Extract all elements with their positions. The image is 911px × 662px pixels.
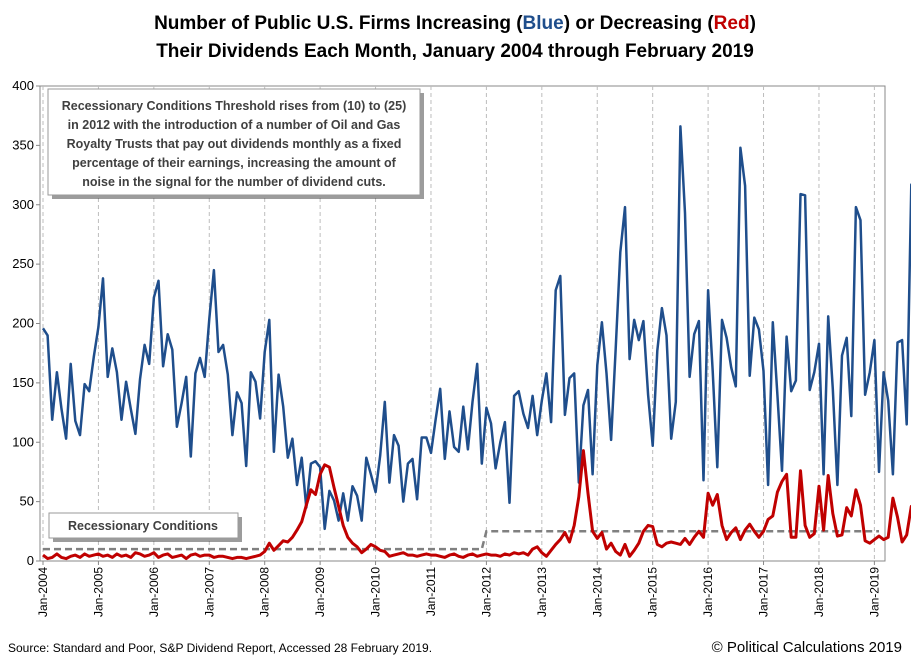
annotation-line-2: in 2012 with the introduction of a numbe… — [68, 118, 401, 132]
y-tick-label: 350 — [12, 137, 34, 152]
x-axis: Jan-2004 Jan-2005 Jan-2006 Jan-2007 Jan-2008… — [36, 561, 881, 617]
y-tick-label: 200 — [12, 316, 34, 331]
annotation-line-5: noise in the signal for the number of di… — [82, 175, 386, 189]
y-tick-label: 150 — [12, 375, 34, 390]
x-tick-label: Jan-2011 — [424, 567, 438, 616]
x-tick-label: Jan-2008 — [258, 567, 272, 617]
y-tick-label: 250 — [12, 256, 34, 271]
x-tick-label: Jan-2012 — [479, 567, 493, 617]
series-increasing-line — [41, 125, 911, 531]
y-tick-label: 400 — [12, 78, 34, 93]
x-tick-label: Jan-2010 — [369, 567, 383, 617]
annotation-line-4: percentage of their earnings, increasing… — [72, 156, 397, 170]
recession-label: Recessionary Conditions — [68, 519, 218, 533]
y-axis: 0 50 100 150 200 250 300 350 400 — [12, 78, 40, 568]
title-red-word: Red — [714, 13, 750, 34]
recession-label-box: Recessionary Conditions — [48, 512, 242, 542]
x-tick-label: Jan-2014 — [590, 567, 604, 617]
x-tick-label: Jan-2017 — [757, 567, 771, 617]
y-tick-label: 300 — [12, 197, 34, 212]
x-tick-label: Jan-2015 — [646, 567, 660, 617]
annotation-line-1: Recessionary Conditions Threshold rises … — [62, 99, 407, 113]
x-tick-label: Jan-2018 — [812, 567, 826, 617]
x-tick-label: Jan-2004 — [36, 567, 50, 617]
x-tick-label: Jan-2019 — [867, 567, 881, 617]
x-tick-label: Jan-2016 — [701, 567, 715, 617]
series-threshold-line — [43, 530, 879, 551]
x-tick-label: Jan-2013 — [535, 567, 549, 617]
annotation-line-3: Royalty Trusts that pay out dividends mo… — [67, 137, 402, 151]
y-tick-label: 0 — [27, 553, 34, 568]
threshold-annotation: Recessionary Conditions Threshold rises … — [47, 88, 424, 199]
chart-title-line2: Their Dividends Each Month, January 2004… — [156, 41, 754, 62]
x-tick-label: Jan-2009 — [313, 567, 327, 617]
x-tick-label: Jan-2006 — [147, 567, 161, 617]
x-tick-label: Jan-2007 — [202, 567, 216, 617]
chart-title-line1: Number of Public U.S. Firms Increasing (… — [154, 13, 756, 34]
title-blue-word: Blue — [523, 13, 564, 34]
x-tick-label: Jan-2005 — [91, 567, 105, 617]
y-tick-label: 100 — [12, 434, 34, 449]
series-lines — [41, 125, 911, 561]
source-note: Source: Standard and Poor, S&P Dividend … — [8, 641, 432, 655]
copyright: © Political Calculations 2019 — [712, 639, 902, 656]
y-tick-label: 50 — [20, 494, 34, 509]
series-decreasing-line — [42, 449, 911, 561]
